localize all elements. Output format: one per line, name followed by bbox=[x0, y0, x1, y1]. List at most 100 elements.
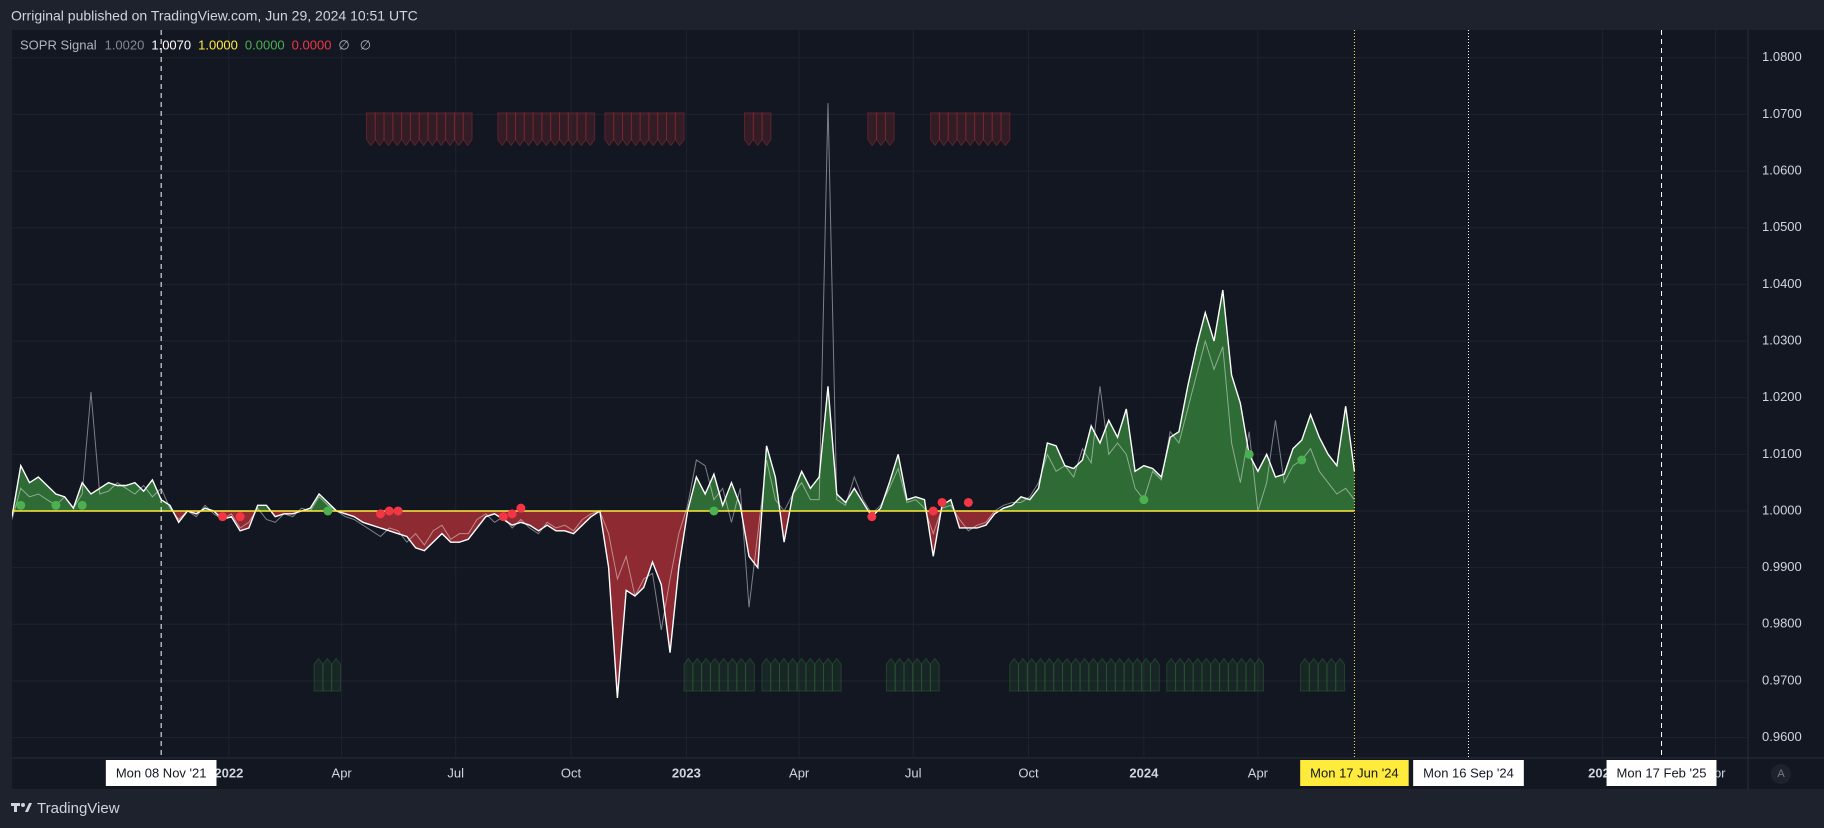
signal-arrow bbox=[1254, 657, 1265, 692]
signal-dot bbox=[937, 497, 947, 507]
signal-arrow bbox=[604, 112, 615, 147]
signal-arrow bbox=[876, 112, 886, 147]
signal-dot bbox=[507, 509, 517, 519]
auto-scale-button[interactable] bbox=[1771, 764, 1791, 784]
signal-arrow bbox=[497, 112, 508, 147]
time-label-box bbox=[1413, 760, 1524, 786]
signal-arrow bbox=[743, 112, 754, 147]
signal-arrow bbox=[1088, 657, 1099, 692]
y-tick-label: 1.0700 bbox=[1762, 106, 1802, 121]
signal-arrow bbox=[322, 657, 333, 692]
signal-arrow bbox=[523, 112, 534, 147]
y-tick-label: 1.0800 bbox=[1762, 49, 1802, 64]
signal-arrow bbox=[885, 657, 896, 692]
signal-arrow bbox=[991, 112, 1002, 147]
signal-arrow bbox=[639, 112, 650, 147]
signal-arrow bbox=[1236, 657, 1247, 692]
signal-arrow bbox=[1106, 657, 1116, 692]
auto-scale-label[interactable]: A bbox=[1777, 768, 1785, 780]
y-tick-label: 1.0100 bbox=[1762, 446, 1802, 461]
y-tick-label: 1.0200 bbox=[1762, 389, 1802, 404]
tv-logo bbox=[11, 803, 32, 812]
signal-arrow bbox=[761, 657, 772, 692]
signal-arrow bbox=[514, 112, 525, 147]
signal-arrow bbox=[445, 112, 455, 147]
signal-arrow bbox=[630, 112, 641, 147]
signal-arrow bbox=[1192, 657, 1203, 692]
signal-arrow bbox=[1132, 657, 1143, 692]
signal-dot bbox=[16, 500, 26, 510]
legend-item: SOPR Signal bbox=[20, 37, 97, 52]
signal-arrow bbox=[796, 657, 807, 692]
series-line bbox=[12, 289, 1356, 699]
signal-dot bbox=[384, 506, 394, 516]
signal-arrow bbox=[683, 657, 694, 692]
signal-arrow bbox=[1141, 657, 1152, 692]
signal-dot bbox=[709, 506, 719, 516]
legend: SOPR Signal 1.0020 1.0070 1.0000 0.0000 0.000… bbox=[20, 37, 371, 52]
x-tick-label: 2022 bbox=[214, 765, 243, 780]
signal-arrow bbox=[974, 112, 984, 147]
legend-item: 1.0000 bbox=[198, 37, 238, 52]
signal-arrow bbox=[436, 112, 447, 147]
series-line bbox=[12, 103, 1355, 631]
footer-brand: TradingView bbox=[37, 800, 120, 817]
signal-arrow bbox=[550, 112, 560, 147]
signal-arrow bbox=[736, 657, 747, 692]
signal-arrow bbox=[532, 112, 543, 147]
signal-arrow bbox=[709, 657, 720, 692]
signal-arrow bbox=[779, 657, 789, 692]
signal-arrow bbox=[947, 112, 958, 147]
signal-arrow bbox=[1035, 657, 1046, 692]
y-tick-label: 0.9600 bbox=[1762, 729, 1802, 744]
x-tick-label: Jul bbox=[447, 765, 464, 780]
signal-arrow bbox=[418, 112, 429, 147]
signal-arrow bbox=[665, 112, 676, 147]
signal-arrow bbox=[894, 657, 905, 692]
x-tick-label: Oct bbox=[561, 765, 582, 780]
signal-arrow bbox=[1079, 657, 1090, 692]
signal-arrow bbox=[331, 657, 341, 692]
signal-arrow bbox=[1175, 657, 1185, 692]
signal-dot bbox=[516, 503, 526, 513]
signal-arrow bbox=[982, 112, 993, 147]
x-tick-label: Apr bbox=[332, 765, 353, 780]
signal-arrow bbox=[1026, 657, 1037, 692]
legend-item: ∅ bbox=[338, 37, 349, 52]
signal-arrow bbox=[1300, 657, 1310, 692]
signal-arrow bbox=[558, 112, 569, 147]
signal-arrow bbox=[1210, 657, 1221, 692]
signal-arrow bbox=[674, 112, 685, 147]
signal-dot bbox=[498, 512, 508, 522]
signal-arrow bbox=[383, 112, 394, 147]
signal-arrow bbox=[576, 112, 587, 147]
signal-arrow bbox=[621, 112, 632, 147]
signal-arrow bbox=[956, 112, 967, 147]
signal-arrow bbox=[1114, 657, 1125, 692]
y-tick-label: 1.0000 bbox=[1762, 502, 1802, 517]
chart-pane bbox=[12, 30, 1748, 758]
signal-arrow bbox=[752, 112, 763, 147]
signal-dot bbox=[867, 512, 877, 522]
x-tick-label: Apr bbox=[789, 765, 810, 780]
signal-arrow bbox=[1053, 657, 1064, 692]
y-tick-label: 0.9700 bbox=[1762, 672, 1802, 687]
signal-arrow bbox=[692, 657, 703, 692]
x-tick-label: Oct bbox=[1018, 765, 1039, 780]
signal-arrow bbox=[1000, 112, 1011, 147]
signal-dot bbox=[376, 509, 386, 519]
signal-arrow bbox=[1150, 657, 1160, 692]
signal-arrow bbox=[1097, 657, 1108, 692]
signal-arrow bbox=[1062, 657, 1072, 692]
signal-arrow bbox=[1044, 657, 1055, 692]
signal-dot bbox=[1244, 449, 1254, 459]
signal-arrow bbox=[1326, 657, 1337, 692]
signal-arrow bbox=[1070, 657, 1081, 692]
signal-arrow bbox=[921, 657, 931, 692]
signal-arrow bbox=[427, 112, 438, 147]
header: Orriginal published on TradingView.com, … bbox=[11, 8, 418, 24]
signal-dot bbox=[235, 512, 245, 522]
signal-arrow bbox=[1308, 657, 1319, 692]
signal-dot bbox=[1297, 455, 1307, 465]
